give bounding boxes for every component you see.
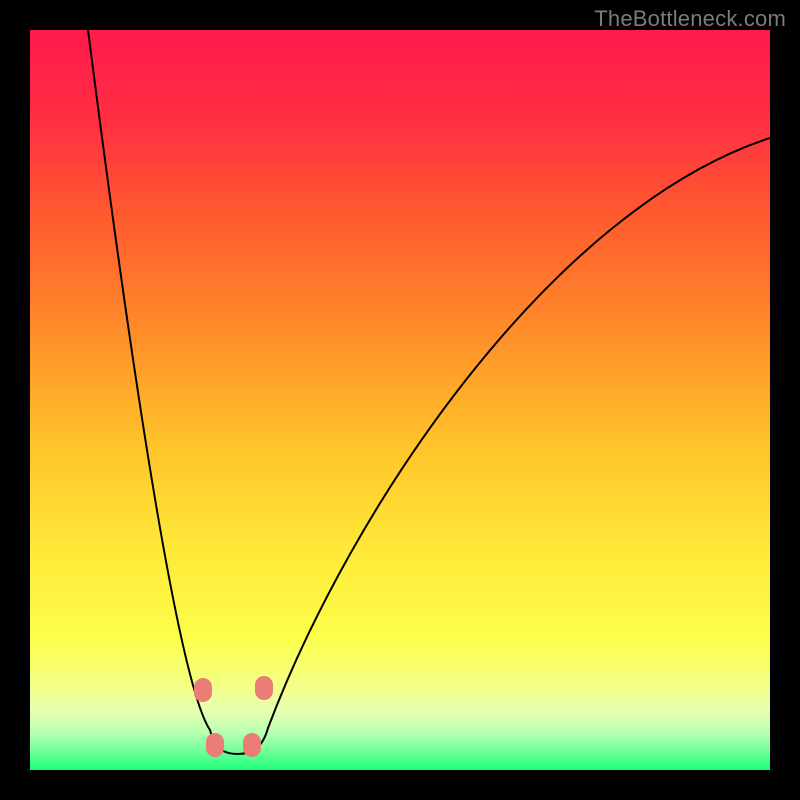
watermark-text: TheBottleneck.com bbox=[594, 6, 786, 32]
curve-marker-3 bbox=[255, 676, 273, 700]
plot-svg bbox=[30, 30, 770, 770]
chart-frame: TheBottleneck.com bbox=[0, 0, 800, 800]
curve-marker-1 bbox=[206, 733, 224, 757]
curve-marker-0 bbox=[194, 678, 212, 702]
gradient-background bbox=[30, 30, 770, 770]
plot-area bbox=[30, 30, 770, 770]
curve-marker-2 bbox=[243, 733, 261, 757]
